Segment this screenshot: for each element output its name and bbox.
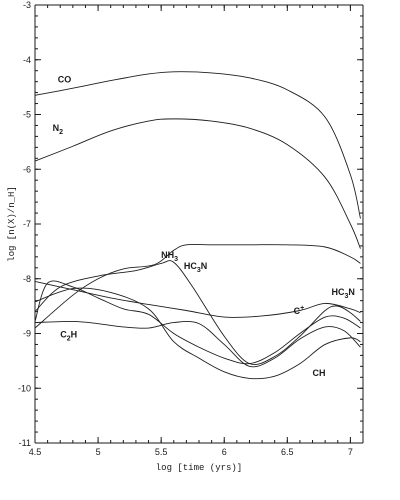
- series-line-nh3: [34, 243, 361, 329]
- x-tick-label: 5.5: [155, 447, 168, 457]
- y-tick-label: -3: [23, 0, 31, 10]
- y-axis-title: log [n(X)/n_H]: [7, 186, 17, 262]
- x-axis-title: log [time (yrs)]: [156, 463, 242, 473]
- series-line-c-: [34, 281, 361, 318]
- x-tick-label: 6.5: [281, 447, 294, 457]
- series-line-hc3n: [34, 260, 361, 366]
- x-tick-label: 7: [348, 447, 353, 457]
- y-tick-label: -8: [23, 274, 31, 284]
- series-labels-layer: CO N2 NH3 HC3N C+ C2H CH HC3N: [53, 75, 355, 378]
- series-label-hc3n: HC3N: [331, 287, 354, 300]
- y-tick-label: -4: [23, 55, 31, 65]
- y-tick-label: -5: [23, 110, 31, 120]
- series-line-ch: [34, 287, 361, 380]
- series-label-ch: CH: [313, 368, 326, 378]
- series-line-n2: [34, 118, 361, 249]
- x-tick-label: 4.5: [29, 447, 42, 457]
- y-tick-label: -11: [19, 438, 31, 448]
- series-label-hc3n: HC3N: [184, 261, 207, 274]
- ticks-layer: 4.5 5 5.5 6 6.5 7 -11 -10 -9 -8 -7 -6 -5 -4 -3: [18, 0, 364, 457]
- x-tick-label: 6: [222, 447, 227, 457]
- series-label-c2h: C2H: [60, 329, 77, 342]
- series-line-co: [34, 71, 361, 219]
- y-tick-label: -10: [18, 383, 31, 393]
- series-line-unlabeled: [34, 320, 361, 368]
- series-layer: [34, 71, 361, 380]
- series-label-nh3: NH3: [161, 250, 178, 263]
- series-label-n2: N2: [53, 123, 64, 136]
- series-label-c-: C+: [294, 305, 305, 316]
- series-line-c2h: [34, 280, 361, 365]
- y-tick-label: -6: [23, 164, 31, 174]
- series-label-co: CO: [58, 75, 71, 85]
- y-tick-label: -9: [23, 329, 31, 339]
- y-tick-label: -7: [23, 219, 31, 229]
- x-tick-label: 5: [96, 447, 101, 457]
